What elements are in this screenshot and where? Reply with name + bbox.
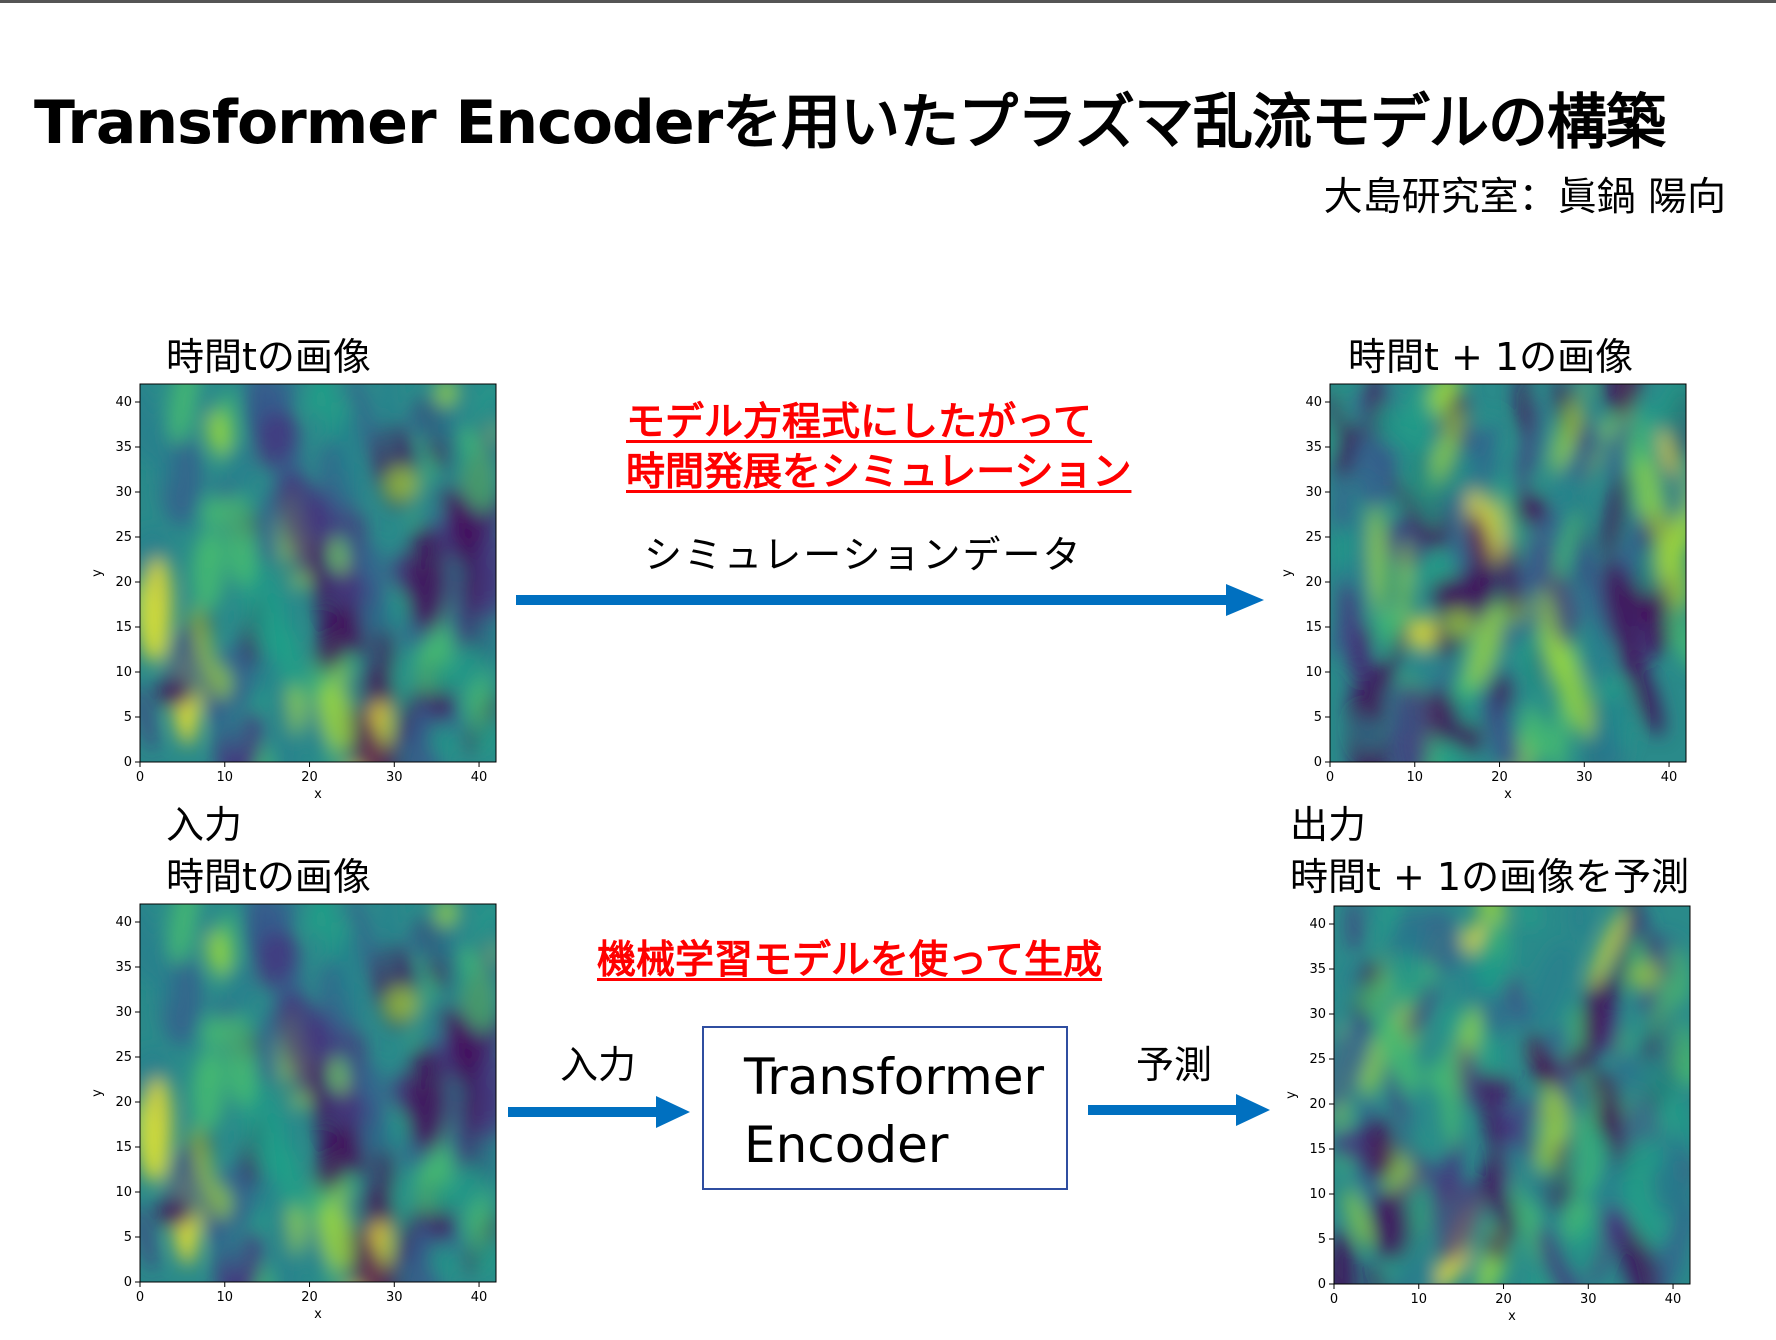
y-axis-label: y [1280, 569, 1295, 577]
x-tick-label: 10 [1406, 770, 1423, 785]
y-tick-label: 10 [115, 1185, 132, 1200]
y-tick-label: 40 [1309, 917, 1326, 932]
x-tick-label: 30 [1576, 770, 1593, 785]
predict-arrow-label: 予測 [1136, 1043, 1213, 1087]
y-tick-label: 0 [124, 1275, 132, 1290]
heatmap-svg: 0 10 20 30 40 0 5 10 15 20 25 30 35 40 x y [90, 383, 497, 802]
y-tick-label: 0 [1314, 755, 1322, 770]
bottom-right-label-predict: 時間t + 1の画像を予測 [1290, 855, 1690, 899]
simulation-data-label: シミュレーションデータ [644, 533, 1083, 577]
x-tick-label: 20 [301, 1290, 318, 1305]
x-tick-label: 20 [301, 770, 318, 785]
encoder-line1: Transformer [744, 1048, 1045, 1106]
y-tick-label: 35 [1305, 440, 1322, 455]
heatmap-svg: 0 10 20 30 40 0 5 10 15 20 25 30 35 40 x y [1280, 383, 1687, 802]
bottom-left-label-image: 時間tの画像 [166, 855, 371, 899]
x-tick-label: 30 [386, 770, 403, 785]
heatmap-svg: 0 10 20 30 40 0 5 10 15 20 25 30 35 40 x y [1284, 905, 1691, 1324]
heatmap-top-right: 0 10 20 30 40 0 5 10 15 20 25 30 35 40 x y [1278, 376, 1698, 812]
input-arrow [508, 1096, 690, 1128]
y-axis-label: y [90, 569, 105, 577]
transformer-encoder-box: Transformer Encoder [702, 1026, 1068, 1190]
simulation-arrow [516, 584, 1264, 616]
y-tick-label: 15 [1309, 1142, 1326, 1157]
y-tick-label: 15 [115, 620, 132, 635]
x-tick-label: 0 [136, 1290, 144, 1305]
top-right-label: 時間t + 1の画像 [1348, 335, 1634, 379]
y-tick-label: 20 [115, 575, 132, 590]
heatmap-bottom-right: 0 10 20 30 40 0 5 10 15 20 25 30 35 40 x y [1282, 898, 1702, 1334]
x-axis-label: x [314, 787, 322, 802]
y-tick-label: 5 [1318, 1232, 1326, 1247]
y-tick-label: 35 [1309, 962, 1326, 977]
heatmap-svg: 0 10 20 30 40 0 5 10 15 20 25 30 35 40 x y [90, 903, 497, 1322]
heatmap-top-left: 0 10 20 30 40 0 5 10 15 20 25 30 35 40 x y [88, 376, 508, 812]
slide-title: Transformer Encoderを用いたプラズマ乱流モデルの構築 [34, 88, 1666, 158]
heatmap-bottom-left: 0 10 20 30 40 0 5 10 15 20 25 30 35 40 x y [88, 896, 508, 1332]
x-tick-label: 30 [386, 1290, 403, 1305]
y-tick-label: 10 [1309, 1187, 1326, 1202]
y-tick-label: 5 [124, 1230, 132, 1245]
x-tick-label: 0 [1330, 1292, 1338, 1307]
y-tick-label: 5 [1314, 710, 1322, 725]
input-arrow-label: 入力 [560, 1043, 637, 1087]
x-tick-label: 40 [1665, 1292, 1682, 1307]
x-tick-label: 40 [471, 1290, 488, 1305]
x-tick-label: 40 [1661, 770, 1678, 785]
x-axis-label: x [1504, 787, 1512, 802]
x-tick-label: 10 [216, 770, 233, 785]
x-tick-label: 0 [136, 770, 144, 785]
y-tick-label: 30 [115, 1005, 132, 1020]
y-tick-label: 20 [1309, 1097, 1326, 1112]
y-tick-label: 15 [1305, 620, 1322, 635]
y-tick-label: 20 [1305, 575, 1322, 590]
y-tick-label: 25 [1305, 530, 1322, 545]
red-text-line1: モデル方程式にしたがって [626, 400, 1093, 445]
top-left-label: 時間tの画像 [166, 335, 371, 379]
y-tick-label: 35 [115, 960, 132, 975]
y-tick-label: 30 [1305, 485, 1322, 500]
x-tick-label: 30 [1580, 1292, 1597, 1307]
x-axis-label: x [314, 1307, 322, 1322]
bottom-right-label-output: 出力 [1290, 803, 1367, 847]
x-tick-label: 0 [1326, 770, 1334, 785]
y-tick-label: 25 [1309, 1052, 1326, 1067]
y-tick-label: 40 [115, 915, 132, 930]
y-axis-label: y [90, 1089, 105, 1097]
x-axis-label: x [1508, 1309, 1516, 1324]
x-tick-label: 10 [216, 1290, 233, 1305]
bottom-left-label-input: 入力 [166, 803, 243, 847]
y-tick-label: 0 [1318, 1277, 1326, 1292]
y-tick-label: 25 [115, 530, 132, 545]
x-tick-label: 40 [471, 770, 488, 785]
y-tick-label: 35 [115, 440, 132, 455]
y-tick-label: 5 [124, 710, 132, 725]
x-tick-label: 20 [1495, 1292, 1512, 1307]
y-tick-label: 20 [115, 1095, 132, 1110]
y-tick-label: 30 [115, 485, 132, 500]
y-tick-label: 40 [1305, 395, 1322, 410]
y-tick-label: 30 [1309, 1007, 1326, 1022]
top-border [0, 0, 1776, 3]
y-tick-label: 0 [124, 755, 132, 770]
ml-red-text: 機械学習モデルを使って生成 [597, 938, 1103, 983]
y-tick-label: 15 [115, 1140, 132, 1155]
encoder-line2: Encoder [744, 1116, 949, 1174]
x-tick-label: 20 [1491, 770, 1508, 785]
predict-arrow [1088, 1094, 1270, 1126]
y-tick-label: 10 [115, 665, 132, 680]
author-line: 大島研究室：眞鍋 陽向 [1323, 175, 1726, 220]
y-tick-label: 10 [1305, 665, 1322, 680]
red-text-line2: 時間発展をシミュレーション [626, 450, 1132, 495]
y-axis-label: y [1284, 1091, 1299, 1099]
y-tick-label: 40 [115, 395, 132, 410]
y-tick-label: 25 [115, 1050, 132, 1065]
x-tick-label: 10 [1410, 1292, 1427, 1307]
